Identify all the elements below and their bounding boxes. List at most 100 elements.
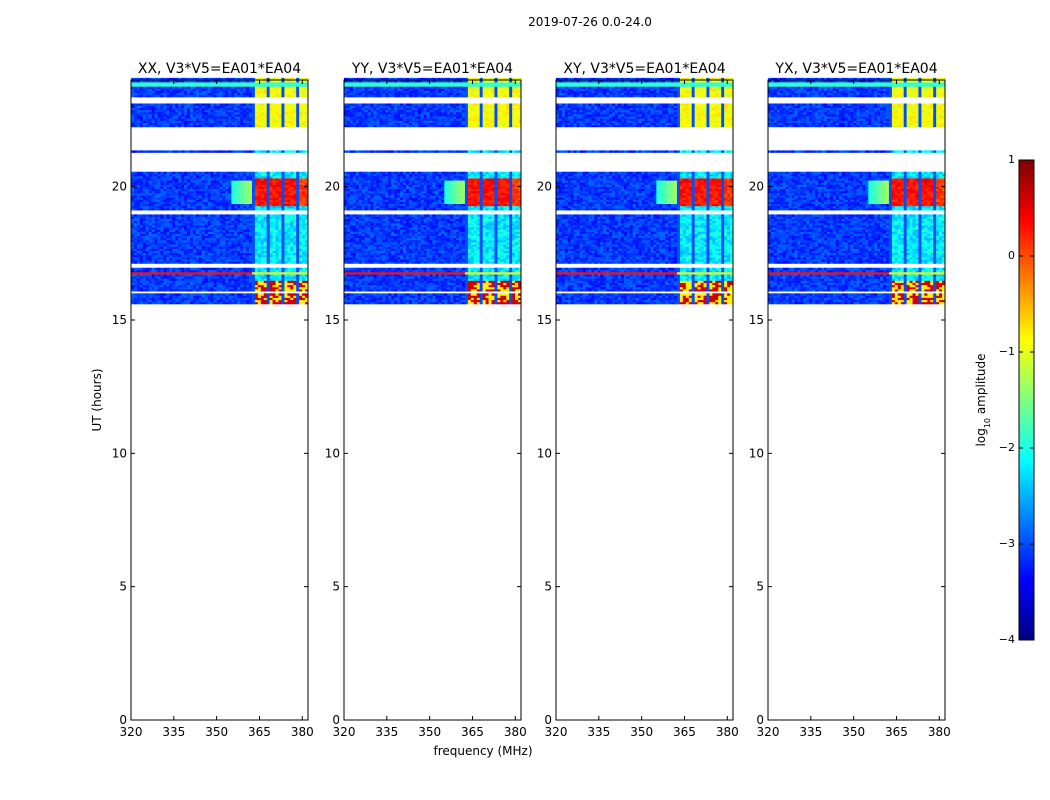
amplitude-cell <box>195 276 200 279</box>
amplitude-cell <box>184 286 188 290</box>
amplitude-cell <box>187 299 191 303</box>
amplitude-cell <box>284 116 288 119</box>
amplitude-cell <box>290 246 294 249</box>
amplitude-cell <box>201 280 206 283</box>
amplitude-cell <box>148 94 152 98</box>
amplitude-cell <box>263 118 267 121</box>
amplitude-cell <box>263 203 267 207</box>
amplitude-cell <box>222 205 226 209</box>
amplitude-cell <box>254 188 259 192</box>
amplitude-cell <box>367 295 371 298</box>
amplitude-cell <box>234 188 238 192</box>
amplitude-cell <box>148 80 152 83</box>
amplitude-cell <box>139 274 144 277</box>
amplitude-cell <box>213 235 217 239</box>
amplitude-cell <box>213 178 217 181</box>
amplitude-cell <box>225 86 229 89</box>
amplitude-cell <box>163 197 167 200</box>
amplitude-cell <box>251 299 256 303</box>
amplitude-cell <box>257 193 262 196</box>
amplitude-cell <box>305 301 309 305</box>
amplitude-cell <box>388 293 392 296</box>
amplitude-cell <box>272 252 276 256</box>
amplitude-cell <box>450 295 454 298</box>
amplitude-cell <box>278 84 282 87</box>
amplitude-cell <box>198 254 203 258</box>
amplitude-cell <box>213 216 217 219</box>
amplitude-cell <box>187 94 191 98</box>
amplitude-cell <box>272 80 276 83</box>
amplitude-cell <box>139 103 144 106</box>
amplitude-cell <box>228 180 232 183</box>
amplitude-cell <box>175 201 179 205</box>
amplitude-cell <box>142 220 147 224</box>
amplitude-cell <box>284 242 288 245</box>
amplitude-cell <box>281 257 285 260</box>
amplitude-cell <box>210 293 214 296</box>
amplitude-cell <box>166 216 170 219</box>
amplitude-cell <box>195 218 200 222</box>
amplitude-cell <box>240 122 244 126</box>
amplitude-cell <box>163 301 167 305</box>
amplitude-cell <box>142 114 147 117</box>
y-tick-label: 20 <box>112 180 127 194</box>
amplitude-cell <box>195 289 200 292</box>
amplitude-cell <box>228 186 232 190</box>
amplitude-cell <box>166 90 170 94</box>
amplitude-cell <box>281 180 285 183</box>
amplitude-cell <box>269 180 273 183</box>
amplitude-cell <box>225 80 229 83</box>
amplitude-cell <box>302 301 306 305</box>
amplitude-cell <box>251 178 256 181</box>
amplitude-cell <box>269 222 273 226</box>
amplitude-cell <box>145 259 149 262</box>
amplitude-cell <box>166 246 170 249</box>
amplitude-cell <box>290 225 294 228</box>
amplitude-cell <box>254 88 259 91</box>
amplitude-cell <box>163 214 167 217</box>
amplitude-cell <box>178 246 182 249</box>
amplitude-cell <box>198 203 203 207</box>
amplitude-cell <box>151 107 155 111</box>
amplitude-cell <box>175 176 179 179</box>
amplitude-cell <box>272 203 276 207</box>
amplitude-cell <box>231 182 235 185</box>
amplitude-cell <box>240 227 244 230</box>
amplitude-cell <box>145 199 149 202</box>
amplitude-cell <box>246 237 250 241</box>
amplitude-cell <box>198 267 203 271</box>
amplitude-cell <box>178 77 182 81</box>
amplitude-cell <box>281 195 285 198</box>
amplitude-cell <box>198 208 203 211</box>
amplitude-cell <box>246 182 250 185</box>
amplitude-cell <box>154 173 158 177</box>
amplitude-cell <box>139 188 144 192</box>
amplitude-cell <box>251 171 256 175</box>
amplitude-cell <box>172 105 176 109</box>
amplitude-cell <box>287 250 291 254</box>
amplitude-cell <box>299 229 303 232</box>
amplitude-cell <box>190 114 194 117</box>
amplitude-cell <box>207 109 211 113</box>
amplitude-cell <box>263 235 267 239</box>
amplitude-cell <box>296 92 300 96</box>
amplitude-cell <box>231 293 235 296</box>
amplitude-cell <box>184 114 188 117</box>
amplitude-cell <box>302 94 306 98</box>
amplitude-cell <box>287 278 291 281</box>
amplitude-cell <box>231 248 235 251</box>
amplitude-cell <box>435 297 439 301</box>
amplitude-cell <box>479 295 483 298</box>
amplitude-cell <box>290 252 294 256</box>
amplitude-cell <box>157 84 161 87</box>
amplitude-cell <box>278 267 282 271</box>
x-tick-label: 320 <box>120 725 143 739</box>
amplitude-cell <box>305 244 309 247</box>
amplitude-cell <box>216 299 220 303</box>
amplitude-cell <box>181 235 185 239</box>
amplitude-cell <box>157 82 161 85</box>
amplitude-cell <box>133 233 138 237</box>
amplitude-cell <box>142 118 147 121</box>
amplitude-cell <box>299 112 303 115</box>
amplitude-cell <box>237 278 241 281</box>
